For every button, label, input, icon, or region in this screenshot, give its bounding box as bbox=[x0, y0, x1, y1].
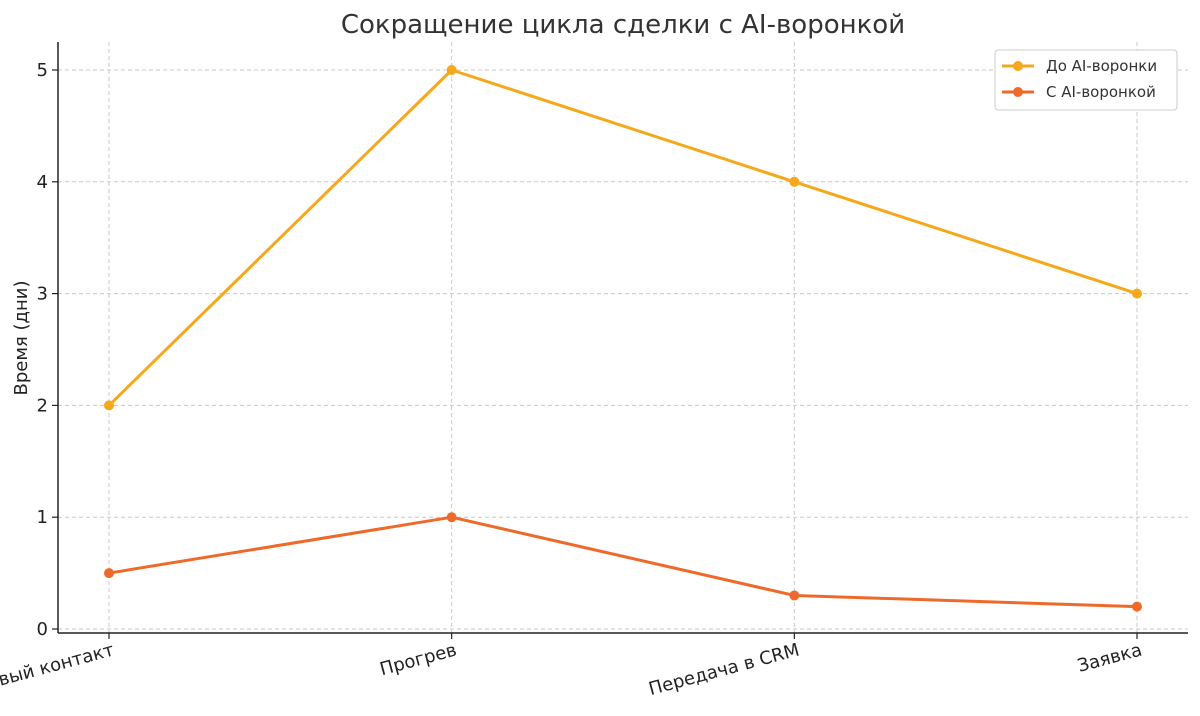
series-line-0 bbox=[107, 68, 1138, 407]
y-tick-label: 0 bbox=[37, 619, 48, 640]
x-tick-label: Первый контакт bbox=[0, 640, 116, 700]
data-point-0-0 bbox=[104, 400, 114, 411]
y-tick-label: 3 bbox=[37, 284, 48, 305]
data-point-0-3 bbox=[1132, 288, 1142, 299]
y-ticks: 0 1 2 3 4 5 bbox=[37, 60, 58, 640]
x-tick-label: Передача в CRM bbox=[647, 640, 802, 700]
data-point-0-2 bbox=[789, 176, 800, 187]
legend-box bbox=[994, 49, 1178, 111]
data-point-1-0 bbox=[104, 568, 114, 579]
legend-label-1: С AI-воронкой bbox=[1046, 83, 1156, 101]
series-layer bbox=[104, 65, 1142, 612]
legend-swatch-marker-1 bbox=[1013, 87, 1023, 97]
data-point-1-1 bbox=[446, 512, 457, 523]
legend: До AI-воронки С AI-воронкой bbox=[994, 49, 1178, 111]
y-tick-label: 5 bbox=[37, 60, 48, 81]
y-tick-label: 1 bbox=[37, 507, 48, 528]
y-axis-label: Время (дни) bbox=[11, 281, 32, 396]
data-point-0-1 bbox=[446, 65, 457, 75]
axes bbox=[57, 42, 1188, 634]
data-point-1-2 bbox=[789, 590, 800, 601]
data-point-1-3 bbox=[1132, 601, 1142, 612]
legend-label-0: До AI-воронки bbox=[1046, 57, 1157, 75]
x-ticks: Первый контакт Прогрев Передача в CRM Заявк… bbox=[0, 633, 1144, 700]
grid-lines bbox=[58, 42, 1188, 633]
chart-title: Сокращение цикла сделки с AI-воронкой bbox=[341, 10, 905, 40]
series-line-1 bbox=[108, 515, 1138, 609]
x-tick-label: Прогрев bbox=[378, 640, 459, 681]
legend-swatch-marker-0 bbox=[1013, 61, 1023, 71]
y-tick-label: 4 bbox=[37, 172, 48, 193]
y-tick-label: 2 bbox=[37, 395, 48, 416]
x-tick-label: Заявка bbox=[1075, 640, 1144, 677]
